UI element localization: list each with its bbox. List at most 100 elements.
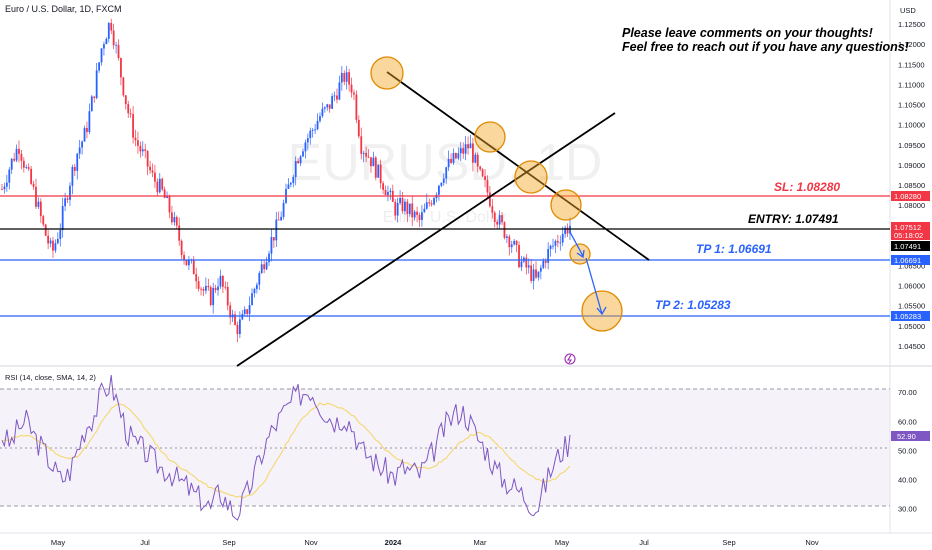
marker-circle[interactable] <box>550 189 582 221</box>
candle-body <box>503 222 506 238</box>
candle-body <box>22 160 25 168</box>
marker-circle[interactable] <box>569 243 591 265</box>
candle-body <box>445 167 448 179</box>
marker-circle[interactable] <box>370 56 404 90</box>
price-tick-label: 1.12000 <box>898 40 925 49</box>
arrow-1[interactable] <box>569 231 584 257</box>
candle-body <box>438 185 440 195</box>
tp2-tag <box>891 311 930 321</box>
time-tick-label: Jul <box>639 538 649 547</box>
candle-body <box>122 77 125 96</box>
candle-body <box>505 236 508 238</box>
price-pane[interactable] <box>0 0 890 365</box>
candle-body <box>100 48 103 63</box>
candle-body <box>428 202 431 204</box>
candle-body <box>246 309 249 314</box>
candle-body <box>292 177 295 183</box>
candle-body <box>304 142 307 152</box>
event-flash-icon[interactable] <box>564 353 576 365</box>
candle-body <box>457 153 460 159</box>
candle-body <box>365 152 368 157</box>
candle-body <box>56 238 59 244</box>
candle-body <box>61 206 64 231</box>
candle-body <box>311 130 314 131</box>
candle-body <box>302 151 304 157</box>
candle-body <box>151 170 154 173</box>
candle-body <box>442 178 445 183</box>
name-watermark: Euro / U.S. Dollar <box>383 209 508 226</box>
marker-circle[interactable] <box>514 160 548 194</box>
price-tick-label: 1.11000 <box>898 80 925 89</box>
rsi-value-tag <box>891 431 930 441</box>
candles <box>1 18 571 343</box>
candle-body <box>469 143 472 149</box>
candle-body <box>518 244 520 268</box>
candle-body <box>107 22 110 39</box>
candle-body <box>459 148 462 154</box>
price-tick-label: 1.08000 <box>898 201 925 210</box>
candle-body <box>484 176 486 181</box>
candle-body <box>535 269 537 278</box>
candle-body <box>559 242 562 244</box>
marker-circle[interactable] <box>474 121 506 153</box>
candle-body <box>542 260 545 268</box>
candle-body <box>224 286 227 288</box>
candle-body <box>158 178 161 193</box>
candle-body <box>52 240 54 251</box>
candle-body <box>357 119 360 137</box>
candle-body <box>8 169 11 183</box>
candle-body <box>76 153 79 171</box>
candle-body <box>379 164 382 184</box>
candle-body <box>348 72 351 85</box>
candle-body <box>78 147 81 154</box>
candle-body <box>120 58 122 78</box>
candle-body <box>238 319 241 335</box>
rsi-band <box>0 389 890 506</box>
falling-trendline[interactable] <box>386 71 650 261</box>
sl-tag-text: 1.08280 <box>894 192 921 201</box>
candle-body <box>336 95 338 100</box>
rsi-line <box>1 375 571 521</box>
candle-body <box>464 144 467 154</box>
note-line-2: Feel free to reach out if you have any q… <box>622 40 909 54</box>
price-tick-label: 1.10500 <box>898 101 925 110</box>
candle-body <box>253 288 256 294</box>
candle-body <box>5 182 8 187</box>
candle-body <box>44 224 47 236</box>
candle-body <box>98 62 100 71</box>
candle-body <box>353 92 355 95</box>
candle-body <box>394 201 397 216</box>
candle-body <box>154 172 156 182</box>
rising-trendline[interactable] <box>236 112 616 367</box>
price-tick-label: 1.05000 <box>898 322 925 331</box>
candle-body <box>195 274 198 282</box>
candle-body <box>396 202 399 216</box>
candle-body <box>185 260 188 266</box>
candle-body <box>433 198 435 205</box>
candle-body <box>566 227 569 234</box>
candle-body <box>277 219 280 221</box>
candle-body <box>316 120 319 130</box>
arrow-2[interactable] <box>585 257 603 315</box>
marker-circle[interactable] <box>581 290 623 332</box>
candle-body <box>355 94 358 120</box>
candle-body <box>173 217 176 223</box>
candle-body <box>1 189 3 190</box>
candle-body <box>493 212 496 222</box>
candle-body <box>183 254 185 261</box>
candle-body <box>338 82 341 100</box>
candle-body <box>382 183 384 190</box>
candle-body <box>280 216 283 221</box>
time-tick-label: Sep <box>722 538 735 547</box>
candle-body <box>374 157 377 178</box>
candle-body <box>508 236 511 248</box>
candle-body <box>141 149 144 152</box>
candle-body <box>350 84 353 93</box>
candle-body <box>129 113 132 115</box>
candle-body <box>146 150 149 167</box>
candle-body <box>54 243 57 251</box>
event-flash-bolt <box>567 354 573 364</box>
candle-body <box>556 241 559 243</box>
time-tick-label: Sep <box>222 538 235 547</box>
